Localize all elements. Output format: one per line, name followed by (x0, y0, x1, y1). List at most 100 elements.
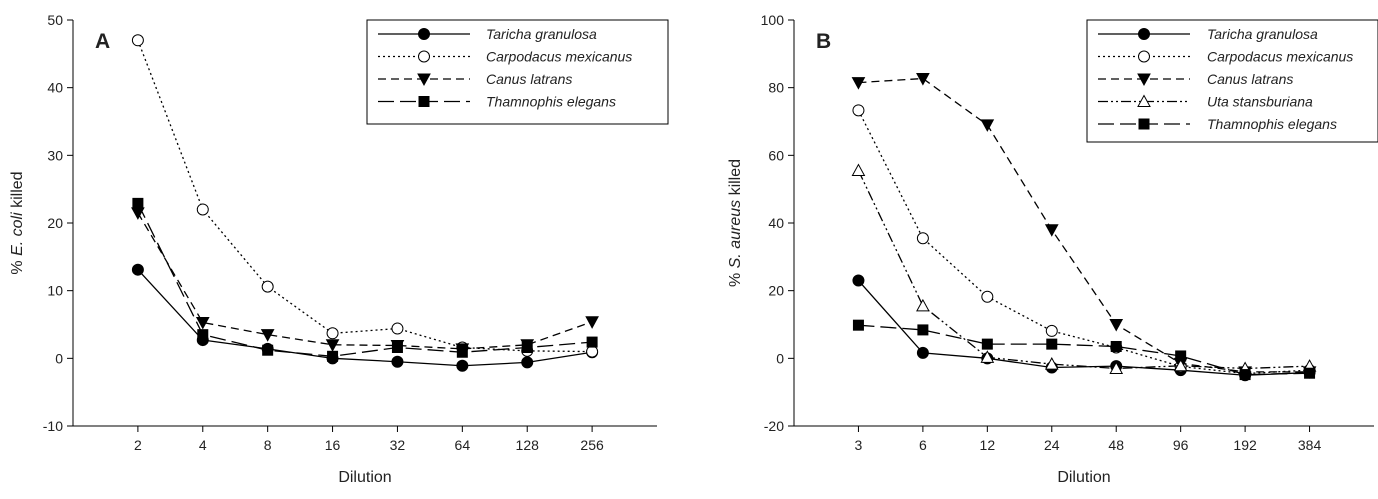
y-tick-label: 40 (768, 215, 784, 231)
legend-label: Canus latrans (1207, 71, 1293, 87)
data-point (456, 346, 468, 358)
legend-box (366, 19, 669, 125)
y-axis-label: % S. aureus killed (727, 159, 744, 287)
legend-label: Taricha granulosa (486, 26, 597, 42)
legend-label: Taricha granulosa (1207, 26, 1318, 42)
legend-label: Uta stansburiana (1207, 94, 1313, 110)
series-4 (852, 319, 1316, 381)
data-point (1239, 369, 1251, 381)
y-axis-label-part: E. coli (9, 212, 26, 256)
data-point (851, 77, 866, 90)
legend: Taricha granulosa Carpodacus mexicanus Can… (366, 19, 669, 125)
y-tick-label: 50 (47, 12, 63, 28)
y-tick-label: -10 (43, 418, 63, 434)
series-3 (851, 163, 1317, 374)
data-point (852, 319, 864, 331)
data-point (1044, 224, 1059, 237)
data-point (981, 290, 994, 303)
data-point (1045, 324, 1058, 337)
data-point (851, 163, 866, 177)
y-axis-label-part: % (727, 268, 744, 287)
data-point (261, 280, 274, 293)
y-tick-label: 100 (761, 12, 785, 28)
data-point (917, 324, 929, 336)
data-point (391, 355, 404, 368)
x-tick-label: 384 (1298, 437, 1322, 453)
x-axis-label: Dilution (338, 469, 391, 486)
legend-label: Thamnophis elegans (1207, 116, 1337, 132)
series-line (137, 269, 593, 367)
y-tick-label: 20 (768, 283, 784, 299)
data-point (916, 73, 930, 86)
x-tick-label: 16 (325, 437, 341, 453)
x-tick-label: 256 (580, 437, 604, 453)
legend-label: Canus latrans (486, 71, 572, 87)
legend-marker (1138, 118, 1150, 130)
data-point (1109, 319, 1124, 332)
series-line (137, 212, 593, 350)
data-point (1110, 340, 1122, 352)
x-tick-label: 48 (1108, 437, 1124, 453)
data-point (521, 356, 534, 369)
data-point (262, 344, 274, 356)
data-point (521, 342, 533, 354)
y-axis-label-part: % (9, 256, 26, 275)
data-point (456, 359, 469, 372)
x-tick-label: 128 (516, 437, 540, 453)
series-line (858, 324, 1310, 376)
legend-label: Carpodacus mexicanus (1207, 49, 1353, 65)
y-tick-label: 80 (768, 80, 784, 96)
data-point (132, 197, 144, 209)
legend: Taricha granulosa Carpodacus mexicanus Can… (1086, 19, 1378, 143)
data-point (131, 263, 144, 276)
x-tick-label: 4 (199, 437, 207, 453)
x-tick-label: 96 (1173, 437, 1189, 453)
data-point (391, 322, 404, 335)
series-1 (852, 104, 1316, 380)
y-tick-label: 10 (47, 283, 63, 299)
data-point (197, 329, 209, 341)
y-tick-label: 30 (47, 147, 63, 163)
legend-box (1086, 19, 1378, 143)
x-tick-label: 6 (919, 437, 927, 453)
y-tick-label: -20 (764, 418, 784, 434)
x-tick-label: 24 (1044, 437, 1060, 453)
panel-letter: B (816, 30, 831, 53)
x-tick-label: 3 (855, 437, 863, 453)
legend-marker (1138, 28, 1150, 40)
x-tick-label: 8 (264, 437, 272, 453)
x-tick-label: 192 (1233, 437, 1257, 453)
panel-letter: A (95, 30, 110, 53)
data-point (196, 203, 209, 216)
data-point (260, 329, 275, 342)
y-axis-label-part: killed (727, 159, 744, 200)
data-point (586, 336, 598, 348)
legend-label: Carpodacus mexicanus (486, 49, 632, 65)
data-point (391, 342, 403, 354)
data-point (1044, 357, 1059, 370)
panel-b: -20 0 20 40 60 80 100 3 6 12 24 48 96 192 384 Dilution%… (727, 12, 1378, 486)
y-axis-label-part: killed (9, 171, 26, 212)
data-point (980, 119, 995, 132)
data-point (1304, 367, 1316, 379)
series-line (857, 110, 1310, 375)
series-3 (132, 197, 598, 362)
data-point (325, 339, 340, 352)
data-point (586, 345, 599, 358)
y-tick-label: 20 (47, 215, 63, 231)
data-point (916, 232, 929, 245)
data-point (1109, 361, 1124, 374)
data-point (585, 316, 599, 329)
data-point (131, 207, 145, 220)
y-axis-label: % E. coli killed (9, 171, 26, 274)
data-point (327, 350, 339, 362)
data-point (916, 298, 930, 312)
series-line (137, 203, 593, 357)
legend-marker (1137, 73, 1151, 87)
data-point (1175, 350, 1187, 362)
x-tick-label: 64 (455, 437, 471, 453)
data-point (326, 327, 339, 340)
legend-label: Thamnophis elegans (486, 94, 616, 110)
y-tick-label: 60 (768, 147, 784, 163)
